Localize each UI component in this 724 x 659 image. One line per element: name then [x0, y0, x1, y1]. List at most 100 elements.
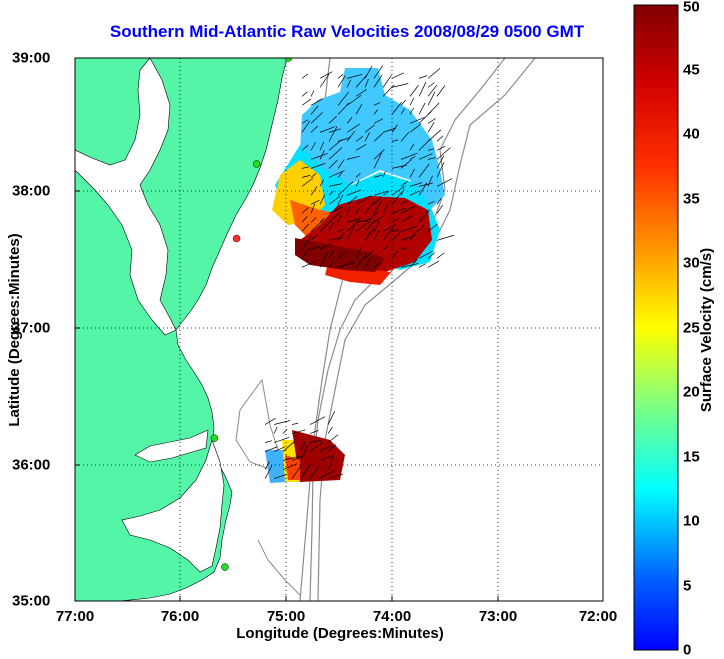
- velocity-arrow: [337, 232, 345, 241]
- velocity-arrow: [409, 156, 416, 160]
- velocity-arrow: [409, 97, 415, 106]
- velocity-arrow: [319, 141, 325, 151]
- bathymetry-contour: [235, 378, 279, 471]
- velocity-arrow: [391, 101, 402, 115]
- colorbar-tick-label: 20: [683, 383, 700, 401]
- x-tick-label: 72:00: [578, 608, 618, 625]
- velocity-arrow: [328, 262, 334, 268]
- velocity-arrow: [373, 102, 381, 106]
- velocity-arrow: [364, 256, 371, 268]
- velocity-arrow: [427, 200, 435, 205]
- velocity-arrow: [337, 137, 351, 142]
- velocity-arrow: [337, 194, 344, 205]
- velocity-arrow: [328, 221, 334, 232]
- velocity-arrow: [427, 157, 437, 160]
- velocity-arrow: [382, 127, 397, 133]
- radar-station-marker: [210, 434, 219, 442]
- velocity-arrow: [355, 89, 367, 97]
- velocity-arrow: [364, 200, 376, 214]
- velocity-arrow: [310, 112, 323, 124]
- colorbar-title: Surface Velocity (cm/s): [698, 247, 715, 413]
- velocity-arrow: [418, 209, 430, 223]
- velocity-arrow: [273, 437, 290, 443]
- velocity-arrow: [427, 260, 440, 268]
- colorbar: [633, 4, 679, 651]
- velocity-arrow: [364, 65, 373, 79]
- velocity-arrow: [391, 250, 398, 259]
- velocity-arrow: [373, 74, 383, 88]
- velocity-arrow: [427, 82, 435, 88]
- velocity-arrow: [310, 246, 320, 250]
- velocity-arrow: [301, 261, 315, 268]
- velocity-arrow: [319, 126, 336, 133]
- x-tick-label: 77:00: [55, 608, 95, 625]
- velocity-arrow: [382, 190, 390, 196]
- velocity-arrow: [310, 105, 319, 115]
- velocity-arrow: [364, 78, 369, 88]
- velocity-arrow: [273, 426, 278, 434]
- velocity-arrow: [427, 148, 435, 151]
- velocity-arrow: [328, 170, 345, 178]
- velocity-arrow: [355, 173, 361, 178]
- velocity-arrow: [264, 417, 276, 425]
- velocity-arrow: [355, 208, 360, 214]
- y-axis-title: Latitude (Degrees:Minutes): [6, 233, 23, 427]
- velocity-arrow: [418, 81, 427, 97]
- velocity-arrow: [436, 155, 445, 169]
- velocity-arrow: [409, 123, 422, 133]
- velocity-arrow: [319, 194, 326, 205]
- velocity-arrow: [328, 250, 334, 259]
- velocity-arrow: [301, 247, 310, 259]
- velocity-arrow: [337, 252, 345, 259]
- velocity-arrow: [355, 245, 363, 259]
- velocity-arrow: [301, 216, 308, 223]
- velocity-arrow: [327, 426, 333, 434]
- velocity-arrow: [319, 73, 330, 88]
- velocity-arrow: [391, 124, 398, 133]
- velocity-arrow: [409, 259, 418, 268]
- velocity-arrow: [291, 464, 302, 479]
- velocity-arrow: [409, 143, 415, 151]
- velocity-arrow: [319, 149, 325, 160]
- velocity-arrow: [355, 73, 368, 88]
- velocity-arrow: [355, 221, 370, 232]
- map-grid: [75, 58, 603, 601]
- colorbar-tick-label: 40: [683, 125, 700, 143]
- velocity-arrow: [319, 220, 332, 232]
- velocity-arrow: [373, 132, 384, 142]
- velocity-arrow: [436, 145, 446, 151]
- velocity-arrow: [373, 229, 380, 241]
- colorbar-tick-label: 5: [683, 577, 692, 595]
- velocity-arrow: [427, 223, 438, 232]
- velocity-arrow: [309, 466, 320, 479]
- colorbar-tick-label: 10: [683, 512, 700, 530]
- velocity-arrow: [418, 153, 433, 160]
- velocity-arrow: [382, 171, 386, 178]
- velocity-arrow: [301, 175, 311, 178]
- velocity-arrow: [327, 411, 336, 425]
- velocity-arrow: [292, 422, 299, 425]
- velocity-arrow: [373, 149, 385, 160]
- velocity-arrow: [355, 103, 363, 115]
- velocity-arrow: [328, 210, 342, 223]
- velocity-arrow: [337, 102, 350, 115]
- velocity-arrow: [427, 129, 442, 142]
- velocity-arrow: [355, 179, 360, 187]
- colorbar-tick-label: 15: [683, 448, 700, 466]
- velocity-arrow: [310, 186, 318, 196]
- velocity-arrow: [301, 73, 309, 79]
- colorbar-tick-label: 25: [683, 319, 700, 337]
- velocity-arrow: [436, 162, 445, 178]
- map-title: Southern Mid-Atlantic Raw Velocities 200…: [109, 22, 585, 41]
- velocity-arrow: [273, 446, 285, 452]
- velocity-arrow: [391, 72, 404, 79]
- velocity-arrow: [273, 474, 287, 479]
- velocity-arrow: [310, 203, 316, 214]
- velocity-arrow: [391, 207, 407, 214]
- velocity-arrow: [400, 215, 413, 223]
- velocity-arrow: [391, 83, 409, 88]
- velocity-arrow: [427, 118, 436, 124]
- velocity-arrow: [328, 126, 338, 142]
- velocity-arrow: [382, 224, 396, 232]
